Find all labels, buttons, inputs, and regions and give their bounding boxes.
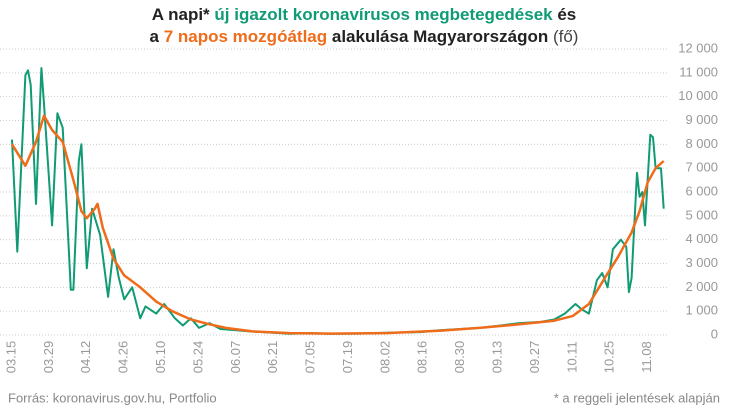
- title-part: a: [150, 27, 164, 46]
- y-tick-label: 9 000: [685, 112, 718, 127]
- x-tick-label: 07.05: [303, 341, 318, 374]
- x-tick-label: 10.25: [602, 341, 617, 374]
- y-tick-label: 6 000: [685, 183, 718, 198]
- x-tick-label: 09.13: [490, 341, 505, 374]
- y-tick-label: 0: [711, 326, 718, 341]
- y-tick-label: 4 000: [685, 231, 718, 246]
- y-tick-label: 12 000: [678, 40, 718, 55]
- title-part: új igazolt koronavírusos megbetegedések: [210, 5, 553, 24]
- x-tick-label: 05.10: [153, 341, 168, 374]
- y-tick-label: 2 000: [685, 279, 718, 294]
- x-tick-label: 06.07: [228, 341, 243, 374]
- x-tick-label: 03.15: [3, 341, 18, 374]
- y-tick-label: 7 000: [685, 160, 718, 175]
- x-tick-label: 05.24: [190, 341, 205, 374]
- y-tick-label: 1 000: [685, 303, 718, 318]
- x-tick-label: 04.26: [116, 341, 131, 374]
- title-part: és: [553, 5, 577, 24]
- x-tick-label: 07.19: [340, 341, 355, 374]
- note: * a reggeli jelentések alapján: [554, 390, 720, 405]
- x-tick-label: 09.27: [527, 341, 542, 374]
- series-line: [11, 67, 665, 335]
- y-tick-label: 11 000: [679, 64, 718, 79]
- x-tick-label: 11.08: [639, 341, 654, 373]
- title-part: (fő): [548, 27, 578, 46]
- title-part: 7 napos mozgóátlag: [164, 27, 327, 46]
- x-tick-label: 10.11: [564, 341, 579, 373]
- chart-title: a 7 napos mozgóátlag alakulása Magyarors…: [150, 27, 579, 46]
- chart-title: A napi* új igazolt koronavírusos megbete…: [152, 5, 577, 24]
- source: Forrás: koronavirus.gov.hu, Portfolio: [8, 390, 217, 405]
- y-tick-label: 8 000: [685, 136, 718, 151]
- y-tick-label: 10 000: [678, 88, 718, 103]
- series-line: [10, 114, 665, 335]
- x-tick-label: 06.21: [265, 341, 280, 374]
- y-tick-label: 3 000: [685, 255, 718, 270]
- x-tick-label: 04.12: [78, 341, 93, 374]
- x-tick-label: 08.30: [452, 341, 467, 374]
- x-tick-label: 08.16: [415, 341, 430, 374]
- x-tick-label: 03.29: [41, 341, 56, 374]
- title-part: A napi*: [152, 5, 210, 24]
- title-part: alakulása Magyarországon: [327, 27, 548, 46]
- x-tick-label: 08.02: [377, 341, 392, 374]
- y-tick-label: 5 000: [685, 207, 718, 222]
